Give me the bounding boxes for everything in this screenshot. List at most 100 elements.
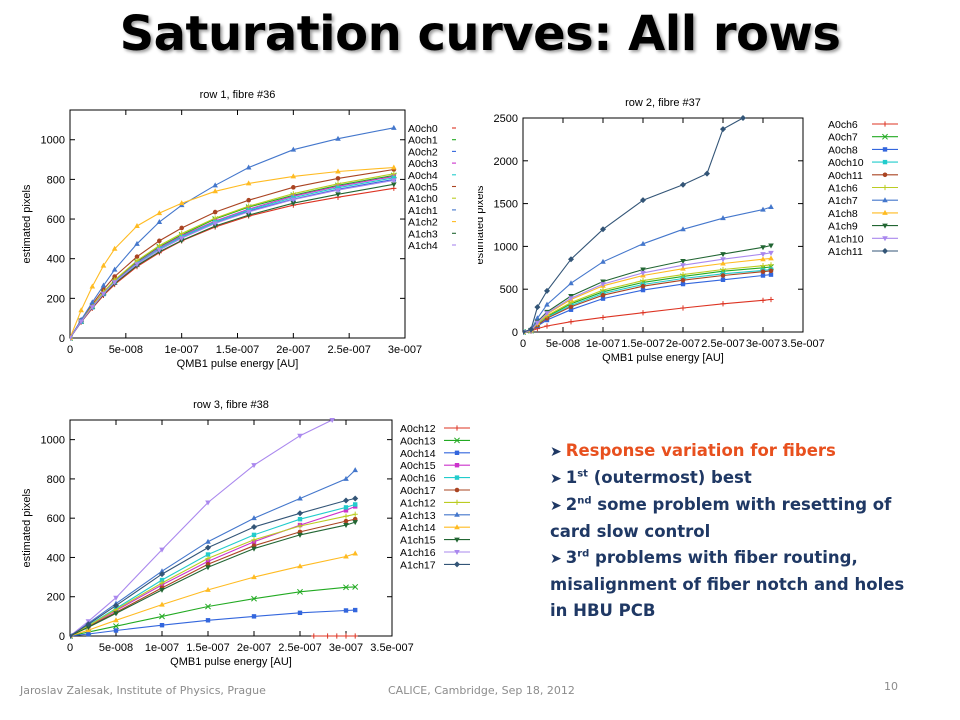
series-A1ch17 bbox=[70, 495, 359, 639]
data-point bbox=[251, 532, 257, 538]
x-tick-label: 1.5e-007 bbox=[216, 344, 259, 356]
y-axis-label: estimated pixels bbox=[21, 488, 33, 567]
bullet-list: ➤ Response variation for fibers ➤ 1st (out… bbox=[550, 438, 910, 624]
arrow-bullet-icon: ➤ bbox=[550, 498, 562, 514]
data-point bbox=[290, 191, 296, 197]
legend-label: A0ch12 bbox=[400, 423, 436, 435]
series-line bbox=[523, 206, 772, 333]
data-point bbox=[352, 550, 358, 556]
data-point bbox=[720, 260, 726, 266]
series-line bbox=[70, 503, 356, 637]
data-point bbox=[205, 586, 211, 592]
x-tick-label: 1.5e-007 bbox=[621, 338, 664, 350]
data-point bbox=[640, 287, 646, 293]
chart-svg: row 2, fibre #37 0 500 1000 1500 2000 2500 0 5e-… bbox=[474, 97, 898, 364]
series-line bbox=[70, 178, 394, 339]
data-point bbox=[680, 305, 686, 311]
bullet-item: ➤ 3rd problems with fiber routing, misali… bbox=[550, 548, 905, 620]
data-point bbox=[329, 418, 335, 423]
series-A1ch16 bbox=[70, 418, 335, 639]
series-line bbox=[70, 183, 394, 339]
slide-title: Saturation curves: All rows bbox=[119, 6, 841, 62]
chart-title: row 2, fibre #37 bbox=[625, 97, 701, 109]
data-point bbox=[134, 254, 140, 260]
data-point bbox=[89, 305, 96, 311]
legend-label: A0ch14 bbox=[400, 448, 436, 460]
data-point bbox=[391, 171, 397, 177]
data-point bbox=[325, 633, 331, 639]
legend-label: A1ch13 bbox=[400, 510, 436, 522]
data-point bbox=[680, 263, 686, 269]
data-point bbox=[454, 463, 460, 468]
data-point bbox=[882, 223, 888, 229]
data-point bbox=[178, 200, 185, 206]
data-point bbox=[454, 475, 460, 480]
data-point bbox=[454, 487, 460, 493]
data-point bbox=[454, 537, 460, 543]
data-point bbox=[882, 172, 888, 178]
data-point bbox=[205, 555, 211, 562]
data-point bbox=[704, 170, 710, 177]
data-point bbox=[720, 277, 726, 282]
legend-label: A0ch3 bbox=[408, 158, 438, 170]
data-point bbox=[159, 571, 165, 578]
y-tick-label: 800 bbox=[47, 174, 65, 186]
series-line bbox=[70, 175, 394, 339]
series-A0ch2 bbox=[70, 177, 397, 341]
data-point bbox=[159, 587, 165, 593]
y-tick-label: 600 bbox=[47, 513, 65, 525]
y-axis-label: estimated pixels bbox=[21, 184, 33, 263]
data-point bbox=[156, 243, 162, 249]
legend-label: A0ch4 bbox=[408, 170, 438, 182]
legend-label: A1ch9 bbox=[828, 221, 858, 233]
data-point bbox=[760, 245, 766, 251]
data-point bbox=[768, 268, 774, 274]
data-point bbox=[768, 255, 774, 261]
y-tick-label: 800 bbox=[47, 474, 65, 486]
series-line bbox=[70, 174, 394, 339]
data-point bbox=[760, 297, 766, 303]
series-A1ch0 bbox=[70, 171, 397, 341]
plot-frame bbox=[69, 419, 393, 637]
data-point bbox=[159, 568, 165, 574]
data-point bbox=[882, 133, 888, 140]
x-axis-label: QMB1 pulse energy [AU] bbox=[602, 352, 724, 364]
y-tick-label: 400 bbox=[47, 254, 65, 266]
x-tick-label: 2.5e-007 bbox=[327, 344, 370, 356]
data-point bbox=[343, 475, 349, 481]
chart-title: row 1, fibre #36 bbox=[200, 89, 276, 101]
data-point bbox=[205, 552, 211, 557]
legend-label: A1ch15 bbox=[400, 535, 436, 547]
data-point bbox=[134, 222, 140, 228]
data-point bbox=[111, 245, 118, 251]
data-point bbox=[882, 248, 888, 254]
bullet-item: ➤ Response variation for fibers bbox=[550, 441, 836, 460]
data-point bbox=[454, 425, 460, 431]
data-point bbox=[454, 511, 460, 517]
legend-label: A1ch1 bbox=[408, 205, 438, 217]
data-point bbox=[454, 499, 460, 505]
legend-label: A0ch1 bbox=[408, 135, 438, 147]
data-point bbox=[245, 213, 252, 219]
data-point bbox=[882, 197, 888, 203]
series-A1ch14 bbox=[70, 550, 358, 638]
legend-label: A1ch8 bbox=[828, 208, 858, 220]
data-point bbox=[768, 272, 774, 277]
data-point bbox=[640, 278, 646, 284]
data-point bbox=[343, 584, 349, 591]
series-line bbox=[523, 257, 772, 333]
data-point bbox=[680, 281, 686, 287]
data-point bbox=[768, 204, 774, 210]
x-tick-label: 3e-007 bbox=[329, 642, 363, 654]
data-point bbox=[720, 126, 726, 133]
data-point bbox=[760, 252, 766, 258]
y-tick-label: 200 bbox=[47, 592, 65, 604]
x-tick-label: 2e-007 bbox=[276, 344, 310, 356]
x-tick-label: 2e-007 bbox=[666, 338, 700, 350]
data-point bbox=[600, 282, 606, 288]
data-point bbox=[454, 550, 460, 555]
legend-label: A1ch7 bbox=[828, 195, 858, 207]
y-tick-label: 400 bbox=[47, 552, 65, 564]
data-point bbox=[334, 633, 340, 639]
data-point bbox=[568, 296, 574, 302]
